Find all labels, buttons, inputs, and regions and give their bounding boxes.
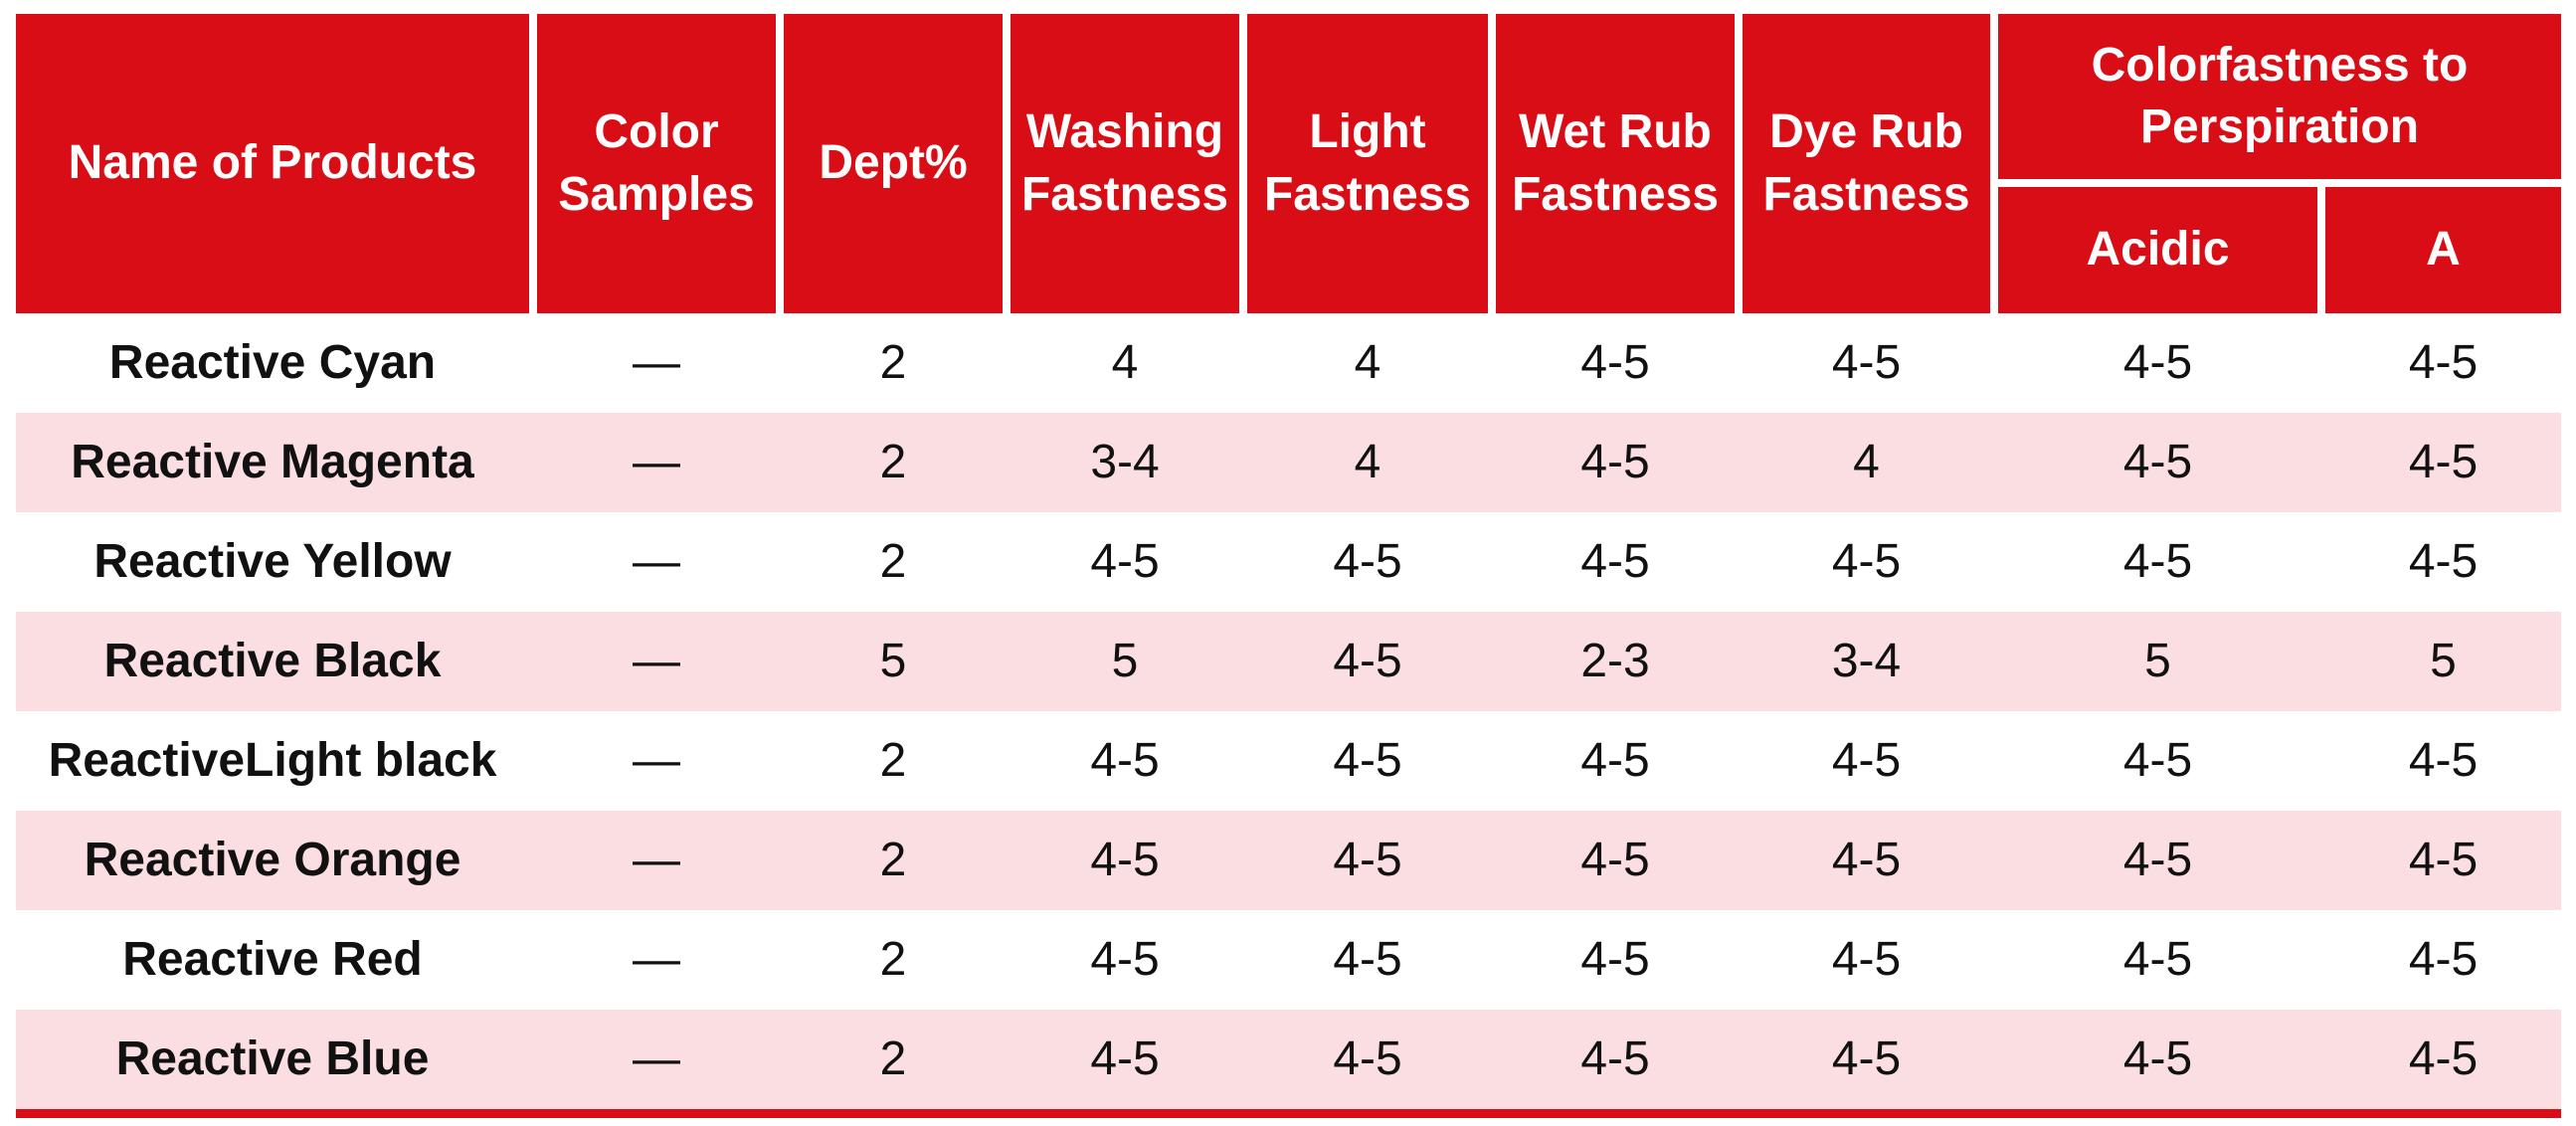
color-sample-cell: — — [633, 634, 680, 687]
dept-percent-cell: 2 — [879, 833, 907, 886]
light-fastness-cell: 4 — [1354, 335, 1381, 389]
dept-percent-cell: 2 — [879, 534, 907, 588]
wet-rub-fastness-cell: 4-5 — [1580, 733, 1650, 787]
color-sample-cell: — — [633, 733, 680, 787]
washing-fastness-cell: 4-5 — [1090, 932, 1160, 986]
perspiration-acidic-cell: 4-5 — [2122, 435, 2193, 488]
dye-rub-fastness-cell: 4 — [1853, 435, 1880, 488]
color-sample-cell: — — [633, 534, 680, 588]
perspiration-a-cell: 4-5 — [2408, 932, 2479, 986]
header-light-fastness: Light Fastness — [1247, 14, 1488, 313]
washing-fastness-cell: 3-4 — [1090, 435, 1160, 488]
colorfastness-table: Name of Products Color Samples Dept% Was… — [16, 14, 2561, 1118]
dept-percent-cell: 2 — [879, 435, 907, 488]
dept-percent-cell: 2 — [879, 335, 907, 389]
table-row: Reactive Magenta — 2 3-4 4 4-5 4 4-5 4-5 — [16, 413, 2561, 512]
perspiration-acidic-cell: 4-5 — [2122, 335, 2193, 389]
table-row: ReactiveLight black — 2 4-5 4-5 4-5 4-5 … — [16, 711, 2561, 811]
light-fastness-cell: 4-5 — [1333, 932, 1402, 986]
table-body: Reactive Cyan — 2 4 4 4-5 4-5 4-5 4-5 Re… — [16, 313, 2561, 1109]
light-fastness-cell: 4-5 — [1333, 733, 1402, 787]
washing-fastness-cell: 5 — [1111, 634, 1139, 687]
washing-fastness-cell: 4-5 — [1090, 733, 1160, 787]
color-sample-cell: — — [633, 335, 680, 389]
wet-rub-fastness-cell: 4-5 — [1580, 335, 1650, 389]
color-sample-cell: — — [633, 932, 680, 986]
perspiration-a-cell: 4-5 — [2408, 1032, 2479, 1085]
header-perspiration-a: A — [2325, 187, 2561, 313]
washing-fastness-cell: 4-5 — [1090, 534, 1160, 588]
perspiration-a-cell: 4-5 — [2408, 435, 2479, 488]
header-dept-percent: Dept% — [784, 14, 1003, 313]
table-row: Reactive Black — 5 5 4-5 2-3 3-4 5 5 — [16, 612, 2561, 711]
perspiration-a-cell: 4-5 — [2408, 733, 2479, 787]
washing-fastness-cell: 4 — [1111, 335, 1139, 389]
washing-fastness-cell: 4-5 — [1090, 833, 1160, 886]
perspiration-a-cell: 4-5 — [2408, 534, 2479, 588]
light-fastness-cell: 4-5 — [1333, 534, 1402, 588]
wet-rub-fastness-cell: 4-5 — [1580, 932, 1650, 986]
table-row: Reactive Yellow — 2 4-5 4-5 4-5 4-5 4-5 … — [16, 512, 2561, 612]
color-sample-cell: — — [633, 435, 680, 488]
washing-fastness-cell: 4-5 — [1090, 1032, 1160, 1085]
product-name-cell: Reactive Cyan — [108, 335, 437, 389]
product-name-cell: Reactive Orange — [84, 833, 461, 886]
header-color-samples: Color Samples — [537, 14, 776, 313]
dye-rub-fastness-cell: 4-5 — [1831, 534, 1902, 588]
light-fastness-cell: 4-5 — [1333, 833, 1402, 886]
header-washing-fastness: Washing Fastness — [1011, 14, 1239, 313]
perspiration-a-cell: 4-5 — [2408, 833, 2479, 886]
header-perspiration-acidic: Acidic — [1998, 187, 2317, 313]
perspiration-acidic-cell: 4-5 — [2122, 932, 2193, 986]
dye-rub-fastness-cell: 3-4 — [1831, 634, 1902, 687]
dye-rub-fastness-cell: 4-5 — [1831, 932, 1902, 986]
header-dye-rub-fastness: Dye Rub Fastness — [1743, 14, 1990, 313]
table-row: Reactive Orange — 2 4-5 4-5 4-5 4-5 4-5 … — [16, 811, 2561, 910]
product-name-cell: Reactive Black — [103, 634, 442, 687]
table-row: Reactive Blue — 2 4-5 4-5 4-5 4-5 4-5 4-… — [16, 1010, 2561, 1109]
perspiration-acidic-cell: 5 — [2144, 634, 2171, 687]
wet-rub-fastness-cell: 2-3 — [1580, 634, 1650, 687]
dept-percent-cell: 5 — [879, 634, 907, 687]
perspiration-a-cell: 4-5 — [2408, 335, 2479, 389]
wet-rub-fastness-cell: 4-5 — [1580, 435, 1650, 488]
product-name-cell: Reactive Blue — [115, 1032, 430, 1085]
dept-percent-cell: 2 — [879, 1032, 907, 1085]
perspiration-acidic-cell: 4-5 — [2122, 733, 2193, 787]
dept-percent-cell: 2 — [879, 733, 907, 787]
dye-rub-fastness-cell: 4-5 — [1831, 833, 1902, 886]
wet-rub-fastness-cell: 4-5 — [1580, 1032, 1650, 1085]
dye-rub-fastness-cell: 4-5 — [1831, 335, 1902, 389]
perspiration-acidic-cell: 4-5 — [2122, 833, 2193, 886]
product-name-cell: Reactive Red — [122, 932, 423, 986]
dept-percent-cell: 2 — [879, 932, 907, 986]
header-name-of-products: Name of Products — [16, 14, 529, 313]
product-name-cell: Reactive Magenta — [71, 435, 474, 488]
color-sample-cell: — — [633, 833, 680, 886]
perspiration-acidic-cell: 4-5 — [2122, 534, 2193, 588]
header-colorfastness-to-perspiration: Colorfastness to Perspiration — [1998, 14, 2561, 179]
light-fastness-cell: 4-5 — [1333, 1032, 1402, 1085]
table-bottom-rule — [16, 1109, 2561, 1118]
wet-rub-fastness-cell: 4-5 — [1580, 833, 1650, 886]
table-row: Reactive Cyan — 2 4 4 4-5 4-5 4-5 4-5 — [16, 313, 2561, 413]
dye-rub-fastness-cell: 4-5 — [1831, 733, 1902, 787]
dye-rub-fastness-cell: 4-5 — [1831, 1032, 1902, 1085]
wet-rub-fastness-cell: 4-5 — [1580, 534, 1650, 588]
table-header: Name of Products Color Samples Dept% Was… — [16, 14, 2561, 313]
header-wet-rub-fastness: Wet Rub Fastness — [1496, 14, 1735, 313]
light-fastness-cell: 4 — [1354, 435, 1381, 488]
product-name-cell: ReactiveLight black — [48, 733, 497, 787]
table-row: Reactive Red — 2 4-5 4-5 4-5 4-5 4-5 4-5 — [16, 910, 2561, 1010]
color-sample-cell: — — [633, 1032, 680, 1085]
light-fastness-cell: 4-5 — [1333, 634, 1402, 687]
product-name-cell: Reactive Yellow — [93, 534, 452, 588]
perspiration-acidic-cell: 4-5 — [2122, 1032, 2193, 1085]
perspiration-a-cell: 5 — [2430, 634, 2457, 687]
